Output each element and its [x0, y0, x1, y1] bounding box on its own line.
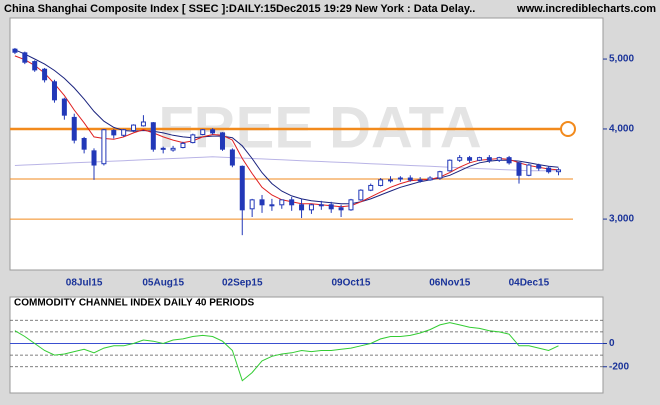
candle-body [32, 61, 38, 71]
candle-body [457, 157, 463, 161]
series-line [14, 49, 559, 205]
candle-body [81, 138, 87, 150]
series-line [14, 322, 559, 382]
y-tick-label: 5,000 [609, 54, 634, 65]
x-tick-label: 09Oct15 [332, 278, 371, 289]
candle-body [427, 177, 433, 181]
candle-body [506, 157, 512, 164]
candle-body [358, 189, 364, 201]
candle-body [496, 157, 502, 161]
candle-body [22, 52, 28, 63]
x-tick-label: 02Sep15 [222, 278, 263, 289]
y-tick-label: 4,000 [609, 124, 634, 135]
x-tick-label: 06Nov15 [429, 278, 471, 289]
candle-body [180, 142, 186, 149]
y-tick-label: 0 [609, 338, 615, 349]
candle-body [407, 177, 413, 181]
candle-body [368, 184, 374, 191]
candle-body [210, 129, 216, 134]
candle-body [91, 150, 97, 166]
candle-body [328, 204, 334, 210]
candle-body [299, 204, 305, 211]
candle-body [536, 164, 542, 169]
candle-body [526, 164, 532, 176]
candle-body [219, 132, 225, 150]
candle-body [101, 129, 107, 165]
candle-body [12, 48, 18, 53]
candle-body [249, 199, 255, 210]
candle-body [556, 169, 562, 173]
level-handle [560, 120, 576, 137]
y-tick-label: -200 [609, 361, 629, 372]
candle-body [42, 68, 48, 81]
candle-body [71, 116, 77, 141]
candle-body [140, 121, 146, 127]
candle-body [546, 167, 552, 173]
candle-body [160, 147, 166, 150]
x-tick-label: 05Aug15 [142, 278, 184, 289]
candle-body [467, 157, 473, 161]
candle-body [121, 129, 127, 136]
candle-body [131, 124, 137, 132]
candle-body [239, 165, 245, 211]
candle-body [200, 129, 206, 135]
cci-panel [9, 296, 604, 394]
x-tick-label: 04Dec15 [509, 278, 550, 289]
candle-body [388, 179, 394, 182]
candle-body [318, 204, 324, 207]
candle-body [486, 157, 492, 161]
candle-body [308, 204, 314, 211]
y-tick-label: 3,000 [609, 214, 634, 225]
candle-body [338, 207, 344, 211]
candle-body [289, 199, 295, 206]
candle-body [447, 159, 453, 172]
candle-body [259, 199, 265, 206]
candle-body [229, 149, 235, 166]
source: www.incrediblecharts.com [516, 3, 656, 15]
candle-body [150, 122, 156, 150]
candle-body [111, 130, 117, 136]
candle-body [170, 147, 176, 151]
candle-body [269, 204, 275, 207]
candle-body [378, 179, 384, 186]
candle-body [279, 199, 285, 206]
candle-body [437, 171, 443, 179]
candle-body [51, 81, 57, 101]
cci-title: COMMODITY CHANNEL INDEX DAILY 40 PERIODS [14, 298, 255, 309]
candle-body [417, 179, 423, 182]
candle-body [190, 134, 196, 144]
chart-title: China Shanghai Composite Index [ SSEC ]:… [4, 3, 475, 15]
candle-body [516, 162, 522, 176]
candle-body [61, 98, 67, 116]
x-tick-label: 08Jul15 [66, 278, 103, 289]
candle-body [397, 177, 403, 180]
price-panel [9, 17, 604, 271]
candle-body [348, 199, 354, 211]
candle-body [476, 157, 482, 161]
